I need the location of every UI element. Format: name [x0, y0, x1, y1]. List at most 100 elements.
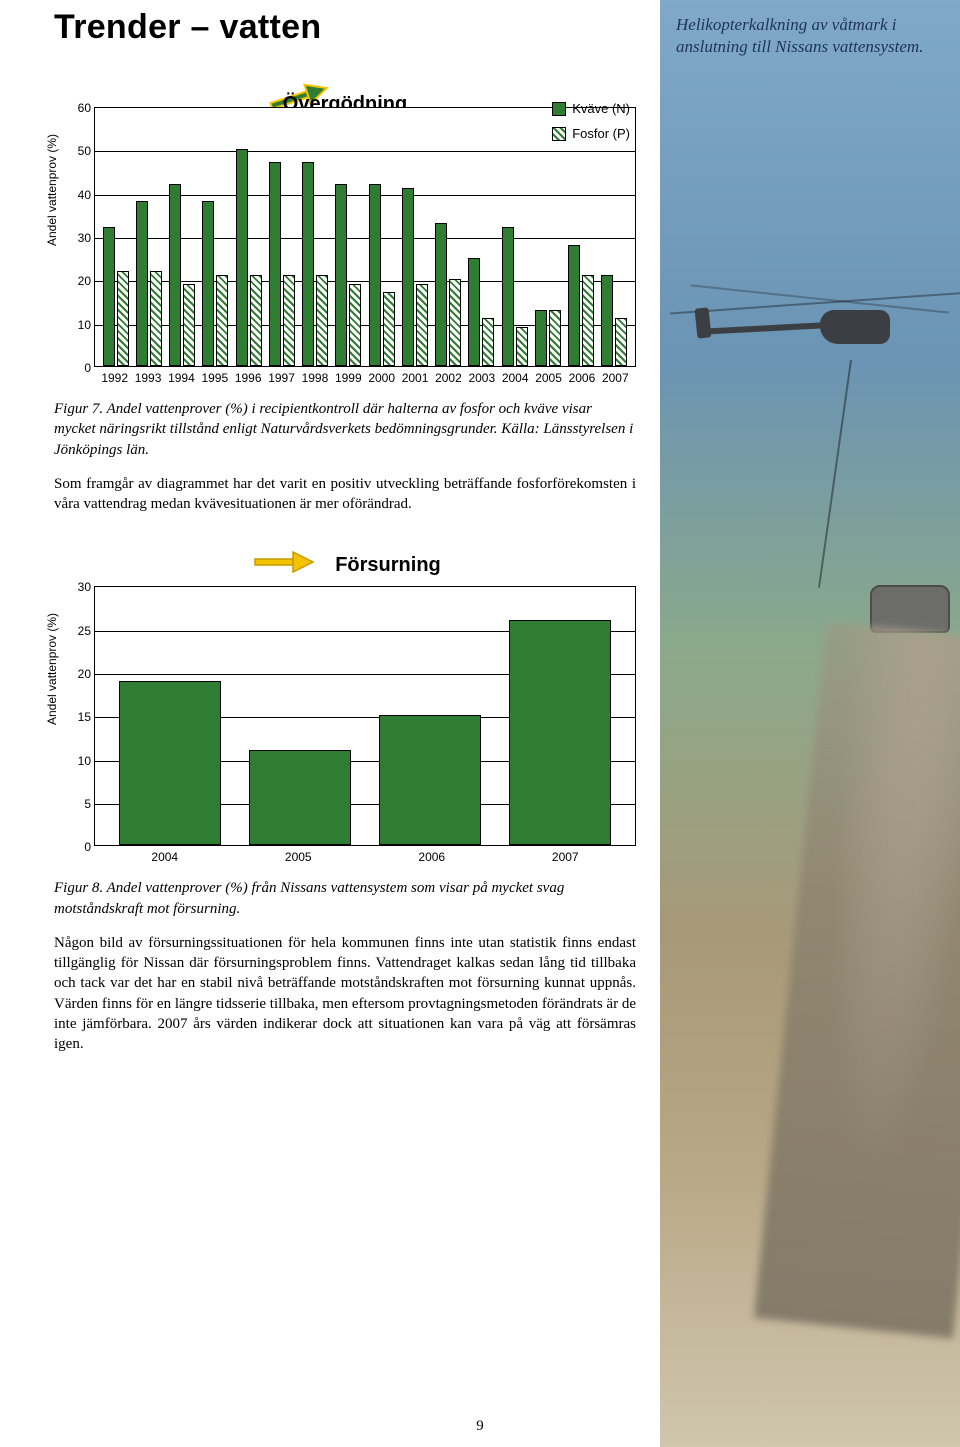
chart1-bar-kvave	[468, 258, 480, 366]
chart2-bar	[119, 681, 221, 846]
chart1-ytick: 10	[65, 318, 91, 332]
chart2-title: Försurning	[335, 554, 441, 577]
chart1-bar-kvave	[535, 310, 547, 366]
chart1-xlabels: 1992199319941995199619971998199920002001…	[94, 367, 636, 385]
chart2-ytick: 15	[65, 710, 91, 724]
chart1-bar-fosfor	[150, 271, 162, 366]
chart1-bar-fosfor	[615, 318, 627, 366]
chart1-box: Andel vattenprov (%) 0102030405060 19921…	[54, 107, 636, 385]
paragraph-1: Som framgår av diagrammet har det varit …	[54, 474, 636, 515]
legend-item: Fosfor (P)	[552, 126, 630, 141]
chart1-bar-kvave	[601, 275, 613, 366]
chart1-bar-fosfor	[349, 284, 361, 366]
chart2-xtick: 2005	[232, 850, 366, 864]
chart1-bar-kvave	[402, 188, 414, 366]
chart1-bar-fosfor	[516, 327, 528, 366]
chart1-bar-kvave	[169, 184, 181, 366]
chart1-xtick: 1997	[265, 371, 298, 385]
chart1-xtick: 2005	[532, 371, 565, 385]
chart1-xtick: 2007	[599, 371, 632, 385]
chart1-bar-fosfor	[383, 292, 395, 366]
paragraph-2: Någon bild av försurningssituationen för…	[54, 933, 636, 1055]
chart1-xtick: 2000	[365, 371, 398, 385]
photo-caption: Helikopterkalkning av våtmark i anslutni…	[676, 14, 948, 58]
legend-label: Fosfor (P)	[572, 126, 630, 141]
chart2-xtick: 2006	[365, 850, 499, 864]
chart2-ytick: 10	[65, 754, 91, 768]
chart1-bar-fosfor	[316, 275, 328, 366]
chart2-bar	[379, 715, 481, 845]
chart2-xtick: 2007	[499, 850, 633, 864]
chart-forsurning: Försurning Andel vattenprov (%) 05101520…	[54, 550, 636, 864]
chart1-bar-kvave	[502, 227, 514, 366]
chart1-bar-fosfor	[549, 310, 561, 366]
chart1-bar-kvave	[302, 162, 314, 366]
chart1-bar-kvave	[435, 223, 447, 366]
chart1-bar-kvave	[269, 162, 281, 366]
chart1-xtick: 1999	[332, 371, 365, 385]
figure8-caption: Figur 8. Andel vattenprover (%) från Nis…	[54, 878, 636, 919]
chart1-bar-fosfor	[117, 271, 129, 366]
chart1-title-row: Övergödning	[54, 53, 636, 107]
chart2-xlabels: 2004200520062007	[94, 846, 636, 864]
legend-swatch	[552, 102, 566, 116]
chart2-plot-area: 051015202530	[94, 586, 636, 846]
chart1-ytick: 50	[65, 144, 91, 158]
chart1-bar-fosfor	[416, 284, 428, 366]
chart1-bar-kvave	[103, 227, 115, 366]
chart2-title-row: Försurning	[54, 550, 636, 580]
chart1-bar-fosfor	[183, 284, 195, 366]
chart1-xtick: 2002	[432, 371, 465, 385]
helicopter-bucket	[870, 585, 950, 633]
chart1-xtick: 1996	[232, 371, 265, 385]
chart2-bar	[509, 620, 611, 845]
trend-arrow-icon	[249, 550, 319, 580]
chart1-xtick: 1995	[198, 371, 231, 385]
chart1-bar-fosfor	[449, 279, 461, 366]
chart1-xtick: 2001	[398, 371, 431, 385]
chart2-ytick: 0	[65, 840, 91, 854]
chart1-ytick: 20	[65, 274, 91, 288]
chart2-bar	[249, 750, 351, 845]
chart1-xtick: 2003	[465, 371, 498, 385]
chart1-xtick: 1994	[165, 371, 198, 385]
legend-item: Kväve (N)	[552, 101, 630, 116]
chart2-xtick: 2004	[98, 850, 232, 864]
chart1-bar-kvave	[202, 201, 214, 366]
chart1-ytick: 40	[65, 188, 91, 202]
chart1-bar-kvave	[369, 184, 381, 366]
chart1-ytick: 60	[65, 101, 91, 115]
helicopter-illustration	[700, 280, 930, 360]
chart2-ytick: 20	[65, 667, 91, 681]
chart1-xtick: 2006	[565, 371, 598, 385]
chart-overgodning: Övergödning Andel vattenprov (%) 0102030…	[54, 53, 636, 385]
chart1-bar-fosfor	[216, 275, 228, 366]
chart1-xtick: 1998	[298, 371, 331, 385]
chart1-bar-fosfor	[482, 318, 494, 366]
chart1-bar-kvave	[236, 149, 248, 366]
content-column: Trender – vatten Övergödning Andel vatte…	[0, 0, 660, 1054]
chart2-ylabel: Andel vattenprov (%)	[45, 613, 59, 725]
lime-dust	[754, 621, 960, 1338]
page-title: Trender – vatten	[54, 8, 636, 47]
figure7-caption: Figur 7. Andel vattenprover (%) i recipi…	[54, 399, 636, 460]
chart2-box: Andel vattenprov (%) 051015202530 200420…	[54, 586, 636, 864]
chart1-bar-fosfor	[283, 275, 295, 366]
chart1-xtick: 1992	[98, 371, 131, 385]
page-number: 9	[476, 1418, 484, 1435]
chart1-ytick: 0	[65, 361, 91, 375]
chart1-ylabel: Andel vattenprov (%)	[45, 134, 59, 246]
chart2-ytick: 25	[65, 624, 91, 638]
photo-column: Helikopterkalkning av våtmark i anslutni…	[660, 0, 960, 1447]
chart1-ytick: 30	[65, 231, 91, 245]
chart1-bar-fosfor	[250, 275, 262, 366]
chart1-bar-kvave	[335, 184, 347, 366]
chart1-bar-kvave	[568, 245, 580, 366]
chart1-bar-kvave	[136, 201, 148, 366]
chart1-xtick: 2004	[499, 371, 532, 385]
chart2-ytick: 30	[65, 580, 91, 594]
legend-label: Kväve (N)	[572, 101, 630, 116]
chart1-bar-fosfor	[582, 275, 594, 366]
helicopter-wire	[818, 360, 852, 588]
chart2-ytick: 5	[65, 797, 91, 811]
